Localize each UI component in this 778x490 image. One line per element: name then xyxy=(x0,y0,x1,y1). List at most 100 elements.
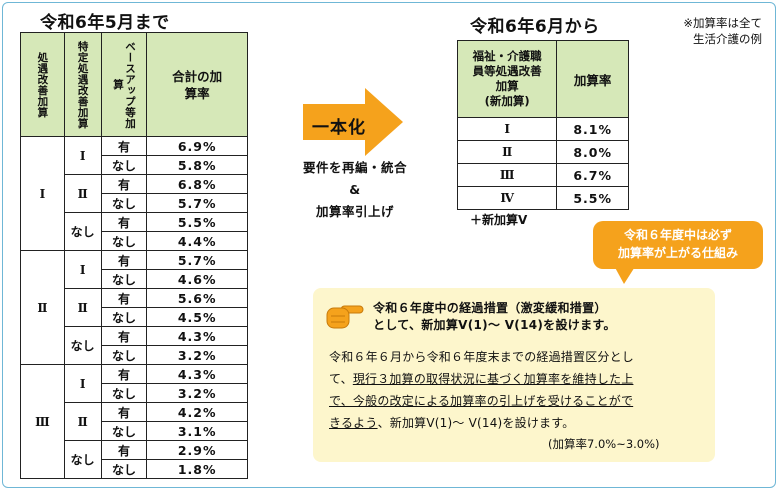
requirement-line-2: & xyxy=(349,182,361,197)
baseup-cell: なし xyxy=(100,231,148,251)
total-rate-cell: 5.5% xyxy=(146,212,248,232)
total-rate-cell: 5.6% xyxy=(146,288,248,308)
table-row: Ⅰ Ⅰ 有 6.9% xyxy=(20,136,248,251)
total-rate-cell: 6.8% xyxy=(146,174,248,194)
tokutei-level-cell: なし xyxy=(63,440,102,479)
info-rate-range: (加算率7.0%~3.0%) xyxy=(548,437,660,451)
table-row: なし 3.2% xyxy=(21,383,248,403)
total-rate-cell: 3.2% xyxy=(146,345,248,365)
new-table-header: 福祉・介護職 員等処遇改善 加算 (新加算) 加算率 xyxy=(456,40,629,118)
info-headline-line-2: として、新加算Ⅴ(1)～ Ⅴ(14)を設けます。 xyxy=(373,318,616,332)
transition-info-box: 令和６年度中の経過措置（激変緩和措置） として、新加算Ⅴ(1)～ Ⅴ(14)を設… xyxy=(313,288,715,462)
baseup-cell: なし xyxy=(100,459,148,479)
baseup-cell: 有 xyxy=(100,326,148,346)
table-row: なし 5.7% xyxy=(21,193,248,213)
requirement-line-3: 加算率引上げ xyxy=(315,204,394,219)
baseup-cell: なし xyxy=(100,155,148,175)
total-rate-cell: 5.7% xyxy=(146,250,248,270)
baseup-cell: 有 xyxy=(100,174,148,194)
table-row: Ⅱ Ⅰ 有 5.7% xyxy=(20,250,248,365)
left-title: 令和6年5月まで xyxy=(40,13,170,33)
baseup-cell: なし xyxy=(100,383,148,403)
table-row: なし 4.6% xyxy=(21,269,248,289)
info-body-underlined: で、今般の改定による加算率の引上げを受けることがで xyxy=(329,394,634,408)
old-addition-table: 処遇改善加算 特定処遇改善加算 ベースアップ等加算 合計の加算率 Ⅰ Ⅰ 有 6.9%… xyxy=(20,32,248,479)
baseup-cell: なし xyxy=(100,345,148,365)
pointing-hand-icon xyxy=(326,305,364,329)
baseup-cell: 有 xyxy=(100,402,148,422)
new-v-label: ＋新加算Ⅴ xyxy=(470,213,528,227)
baseup-cell: 有 xyxy=(100,136,148,156)
info-headline: 令和６年度中の経過措置（激変緩和措置） として、新加算Ⅴ(1)～ Ⅴ(14)を設… xyxy=(373,300,616,334)
tokutei-level-cell: Ⅱ xyxy=(63,402,102,441)
header-shogu: 処遇改善加算 xyxy=(20,32,65,137)
total-rate-cell: 2.9% xyxy=(146,440,248,460)
table-row: Ⅱ 有 5.6% xyxy=(21,288,248,327)
tokutei-level-cell: Ⅱ xyxy=(63,288,102,327)
header-total-rate: 合計の加算率 xyxy=(146,32,248,137)
info-body-text: て、 xyxy=(329,372,353,386)
tokutei-level-cell: Ⅰ xyxy=(63,364,102,403)
shogu-level-cell: Ⅱ xyxy=(20,250,65,365)
new-table-row: Ⅰ 8.1% xyxy=(456,117,629,141)
total-rate-cell: 6.9% xyxy=(146,136,248,156)
bubble-line-1: 令和６年度中は必ず xyxy=(623,228,732,242)
new-header-rate: 加算率 xyxy=(556,40,629,118)
total-rate-cell: 4.3% xyxy=(146,326,248,346)
bubble-line-2: 加算率が上がる仕組み xyxy=(617,246,738,260)
total-rate-cell: 5.7% xyxy=(146,193,248,213)
table-row: なし 4.4% xyxy=(21,231,248,251)
baseup-cell: なし xyxy=(100,193,148,213)
tokutei-level-cell: なし xyxy=(63,326,102,365)
baseup-cell: 有 xyxy=(100,212,148,232)
total-rate-cell: 3.2% xyxy=(146,383,248,403)
tokutei-level-cell: なし xyxy=(63,212,102,251)
info-headline-line-1: 令和６年度中の経過措置（激変緩和措置） xyxy=(373,301,607,315)
new-addition-table: 福祉・介護職 員等処遇改善 加算 (新加算) 加算率 Ⅰ 8.1% Ⅱ 8.0% Ⅲ… xyxy=(456,40,629,210)
note-line-2: 生活介護の例 xyxy=(693,32,762,46)
arrow-label: 一本化 xyxy=(312,118,366,138)
header-tokutei: 特定処遇改善加算 xyxy=(63,32,102,137)
baseup-cell: なし xyxy=(100,421,148,441)
total-rate-cell: 5.8% xyxy=(146,155,248,175)
info-body-underlined: きるよう xyxy=(329,416,378,430)
info-body: 令和６年６月から令和６年度末までの経過措置区分とし て、現行３加算の取得状況に基… xyxy=(329,346,709,434)
total-rate-cell: 4.6% xyxy=(146,269,248,289)
new-table-row: Ⅳ 5.5% xyxy=(456,186,629,210)
total-rate-cell: 4.5% xyxy=(146,307,248,327)
baseup-cell: 有 xyxy=(100,440,148,460)
shogu-level-cell: Ⅲ xyxy=(20,364,65,479)
baseup-cell: なし xyxy=(100,307,148,327)
shogu-level-cell: Ⅰ xyxy=(20,136,65,251)
total-rate-cell: 3.1% xyxy=(146,421,248,441)
right-arrow-icon xyxy=(303,88,403,156)
info-body-text: 令和６年６月から令和６年度末までの経過措置区分とし xyxy=(329,350,635,364)
new-table-row: Ⅲ 6.7% xyxy=(456,163,629,187)
total-rate-cell: 4.2% xyxy=(146,402,248,422)
table-row: Ⅲ Ⅰ 有 4.3% xyxy=(20,364,248,479)
table-row: Ⅱ 有 6.8% xyxy=(21,174,248,213)
table-header-row: 処遇改善加算 特定処遇改善加算 ベースアップ等加算 合計の加算率 xyxy=(20,32,248,137)
info-body-text: 、新加算Ⅴ(1)～ Ⅴ(14)を設けます。 xyxy=(377,416,575,430)
baseup-cell: 有 xyxy=(100,250,148,270)
note-line-1: ※加算率は全て xyxy=(683,16,762,30)
note: ※加算率は全て 生活介護の例 xyxy=(622,15,762,47)
requirement-text: 要件を再編・統合 & 加算率引上げ xyxy=(280,157,430,223)
table-row: なし 1.8% xyxy=(21,459,248,479)
right-title: 令和6年6月から xyxy=(470,17,600,37)
baseup-cell: 有 xyxy=(100,288,148,308)
info-body-underlined: 現行３加算の取得状況に基づく加算率を維持した上 xyxy=(352,372,634,386)
requirement-line-1: 要件を再編・統合 xyxy=(302,160,407,175)
header-baseup: ベースアップ等加算 xyxy=(100,32,148,137)
total-rate-cell: 1.8% xyxy=(146,459,248,479)
total-rate-cell: 4.3% xyxy=(146,364,248,384)
new-table-row: Ⅱ 8.0% xyxy=(456,140,629,164)
tokutei-level-cell: Ⅰ xyxy=(63,250,102,289)
new-header-left: 福祉・介護職 員等処遇改善 加算 (新加算) xyxy=(456,40,558,118)
callout-bubble: 令和６年度中は必ず 加算率が上がる仕組み xyxy=(593,221,763,269)
tokutei-level-cell: Ⅱ xyxy=(63,174,102,213)
baseup-cell: 有 xyxy=(100,364,148,384)
tokutei-level-cell: Ⅰ xyxy=(63,136,102,175)
total-rate-cell: 4.4% xyxy=(146,231,248,251)
baseup-cell: なし xyxy=(100,269,148,289)
